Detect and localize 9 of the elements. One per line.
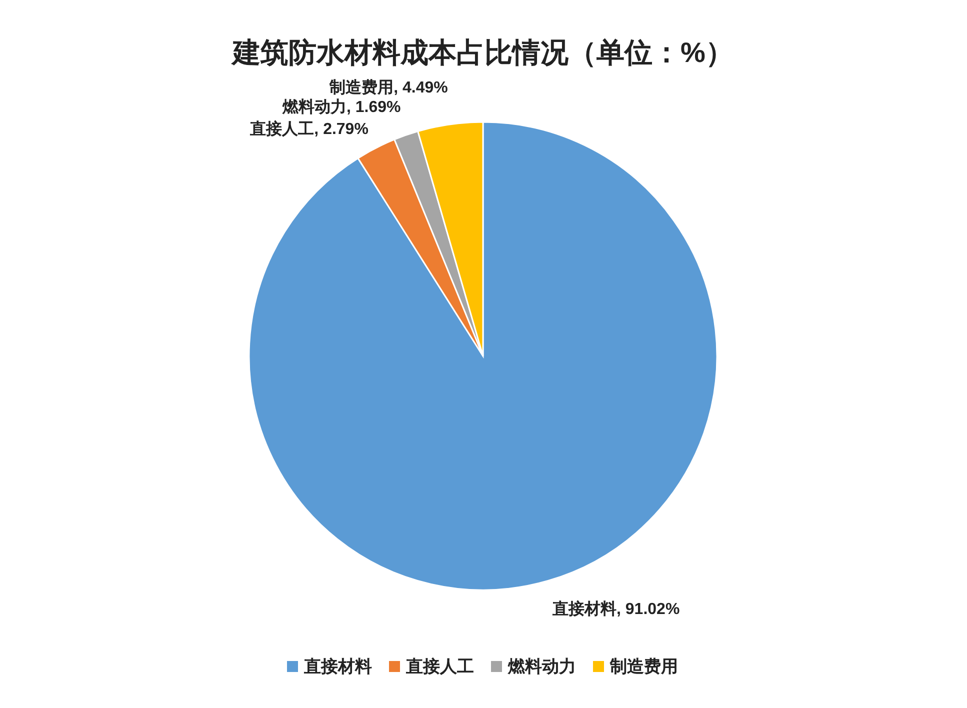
data-label: 直接材料, 91.02% <box>552 600 680 618</box>
legend-label: 直接人工 <box>405 657 474 676</box>
data-label: 制造费用, 4.49% <box>328 78 448 96</box>
legend-label: 制造费用 <box>609 657 678 676</box>
legend-label: 燃料动力 <box>507 657 576 676</box>
legend-label: 直接材料 <box>303 657 372 676</box>
data-label: 直接人工, 2.79% <box>249 120 368 138</box>
chart-title: 建筑防水材料成本占比情况（单位：%） <box>230 37 734 68</box>
data-label: 燃料动力, 1.69% <box>281 98 401 116</box>
